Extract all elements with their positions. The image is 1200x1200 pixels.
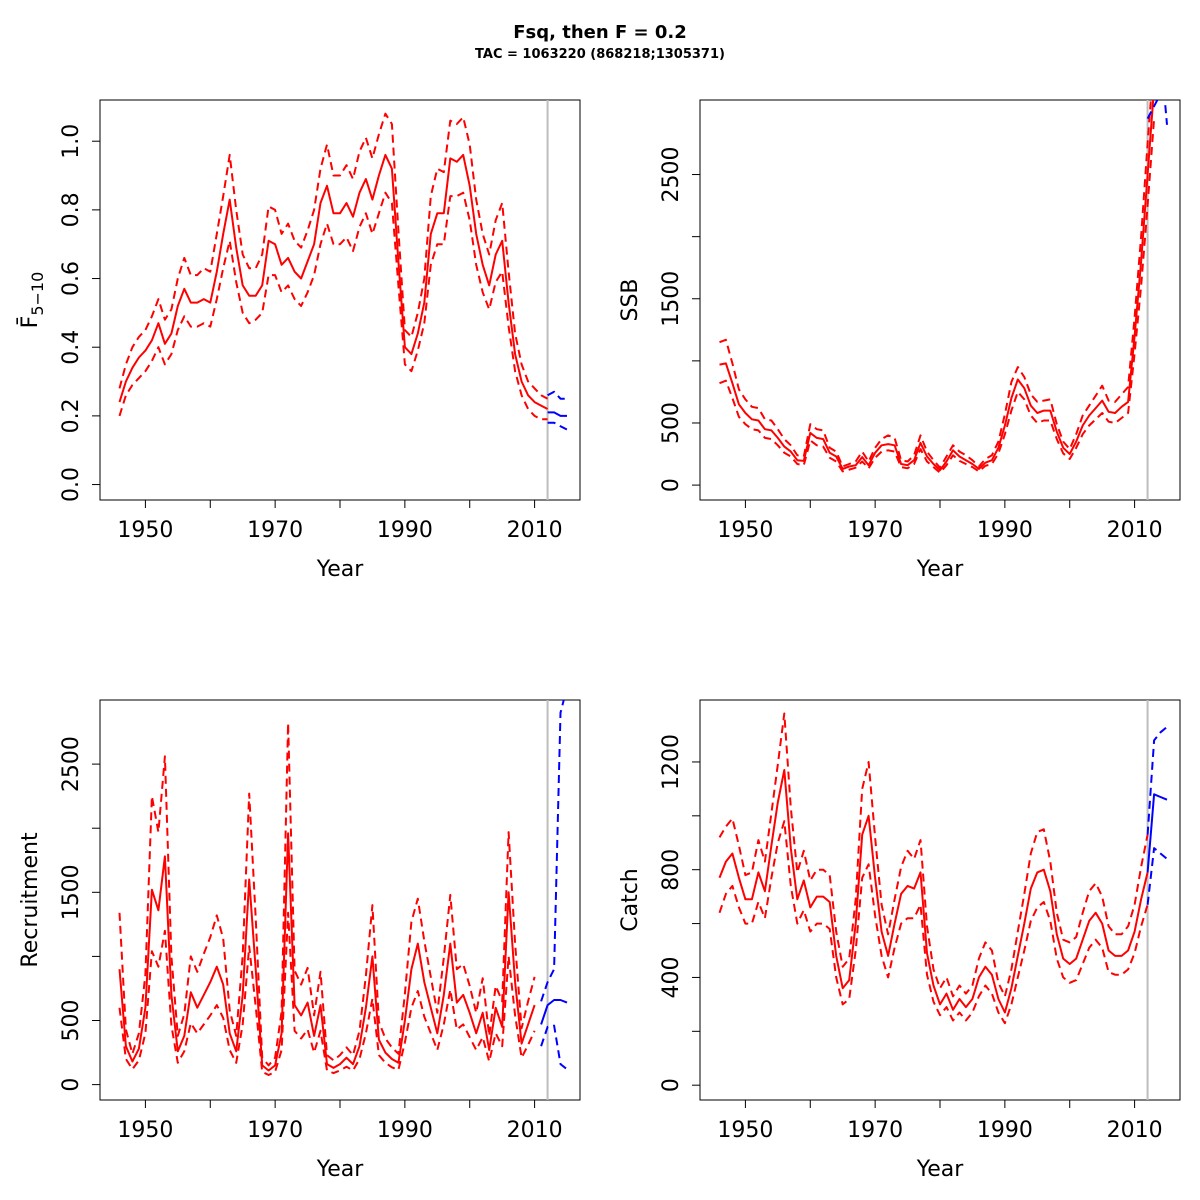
y-tick-label: 2500 (59, 736, 84, 792)
y-tick-label: 1200 (659, 734, 684, 790)
x-tick-label: 1990 (977, 518, 1033, 543)
recruitment-panel: 1950 1970 1990 2010 0 500 1500 2500 Year Recruitm… (18, 699, 581, 1182)
historic-lower-line (718, 820, 1149, 1025)
historic-lower-line (118, 911, 536, 1076)
ssb-panel: 1950 1970 1990 2010 0 500 1500 2500 Year SSB (618, 75, 1181, 582)
series-group (719, 75, 1168, 474)
forecast-lower-line (1146, 100, 1159, 120)
forecast-median-line (1146, 793, 1168, 873)
x-axis-label: Year (316, 557, 365, 582)
series-group (118, 112, 568, 431)
x-tick-label: 1990 (977, 1118, 1033, 1143)
y-tick-label: 1500 (659, 271, 684, 327)
x-tick-label: 1970 (847, 518, 903, 543)
forecast-median-line (547, 411, 567, 417)
y-tick-label: 400 (659, 956, 684, 998)
historic-upper-line (118, 112, 549, 400)
x-tick-label: 1970 (247, 1118, 303, 1143)
x-tick-label: 1950 (717, 1118, 773, 1143)
y-tick-label: 2500 (659, 147, 684, 203)
x-tick-label: 1990 (377, 1118, 433, 1143)
historic-upper-line (118, 722, 536, 1067)
y-tick-label: 0.0 (59, 467, 84, 502)
plot-frame (699, 699, 1181, 1101)
y-tick-label: 500 (659, 402, 684, 444)
forecast-lower-line (540, 1024, 568, 1070)
x-tick-label: 1990 (377, 518, 433, 543)
historic-lower-line (719, 118, 1156, 474)
historic-median-line (718, 769, 1149, 1014)
y-tick-label: 1.0 (59, 124, 84, 159)
y-axis-label-subscript: 5−10 (28, 272, 47, 316)
historic-lower-line (118, 191, 548, 421)
series-group (718, 712, 1168, 1025)
y-tick-label: 0.8 (59, 192, 84, 227)
x-tick-label: 1970 (847, 1118, 903, 1143)
x-tick-label: 2010 (1107, 518, 1163, 543)
x-axis-label: Year (316, 1157, 365, 1182)
forecast-lower-line (1146, 847, 1168, 905)
y-axis-label: SSB (618, 278, 643, 321)
x-axis-label: Year (916, 1157, 965, 1182)
y-tick-label: 0.6 (59, 261, 84, 296)
historic-upper-line (718, 712, 1149, 998)
x-tick-label: 1950 (117, 518, 173, 543)
historic-median-line (719, 100, 1155, 472)
forecast-upper-line (547, 390, 567, 400)
x-axis-label: Year (916, 557, 965, 582)
y-tick-label: 800 (659, 849, 684, 891)
y-tick-label: 500 (59, 1000, 84, 1042)
forecast-upper-line (1146, 726, 1168, 835)
historic-median-line (118, 832, 536, 1072)
y-axis-label: Recruitment (18, 832, 43, 968)
x-tick-label: 1950 (117, 1118, 173, 1143)
x-tick-label: 1970 (247, 518, 303, 543)
y-tick-label: 0 (659, 1078, 684, 1092)
f-panel: 1950 1970 1990 2010 0.0 0.2 0.4 0.6 0.8 1.0 Year F̄… (17, 99, 581, 582)
forecast-upper-line (540, 700, 565, 1002)
series-group (118, 700, 568, 1076)
catch-panel: 1950 1970 1990 2010 0 400 800 1200 Year Catch (618, 699, 1181, 1182)
y-tick-label: 1500 (59, 864, 84, 920)
x-tick-label: 2010 (507, 518, 563, 543)
forecast-median-line (540, 999, 568, 1025)
y-tick-label: 0 (59, 1078, 84, 1092)
plot-frame (699, 99, 1181, 501)
historic-upper-line (719, 100, 1152, 469)
forecast-lower-line (547, 421, 568, 431)
x-tick-label: 2010 (507, 1118, 563, 1143)
x-tick-label: 1950 (717, 518, 773, 543)
historic-median-line (118, 153, 549, 410)
y-tick-label: 0 (659, 478, 684, 492)
main-title: Fsq, then F = 0.2 (513, 22, 687, 43)
forecast-median-line (1148, 75, 1167, 87)
x-tick-label: 2010 (1107, 1118, 1163, 1143)
y-axis-label: F̄5−10 (17, 272, 47, 329)
y-tick-label: 0.4 (59, 330, 84, 365)
sub-title: TAC = 1063220 (868218;1305371) (475, 47, 725, 62)
y-tick-label: 0.2 (59, 398, 84, 433)
y-axis-label: Catch (618, 868, 643, 932)
